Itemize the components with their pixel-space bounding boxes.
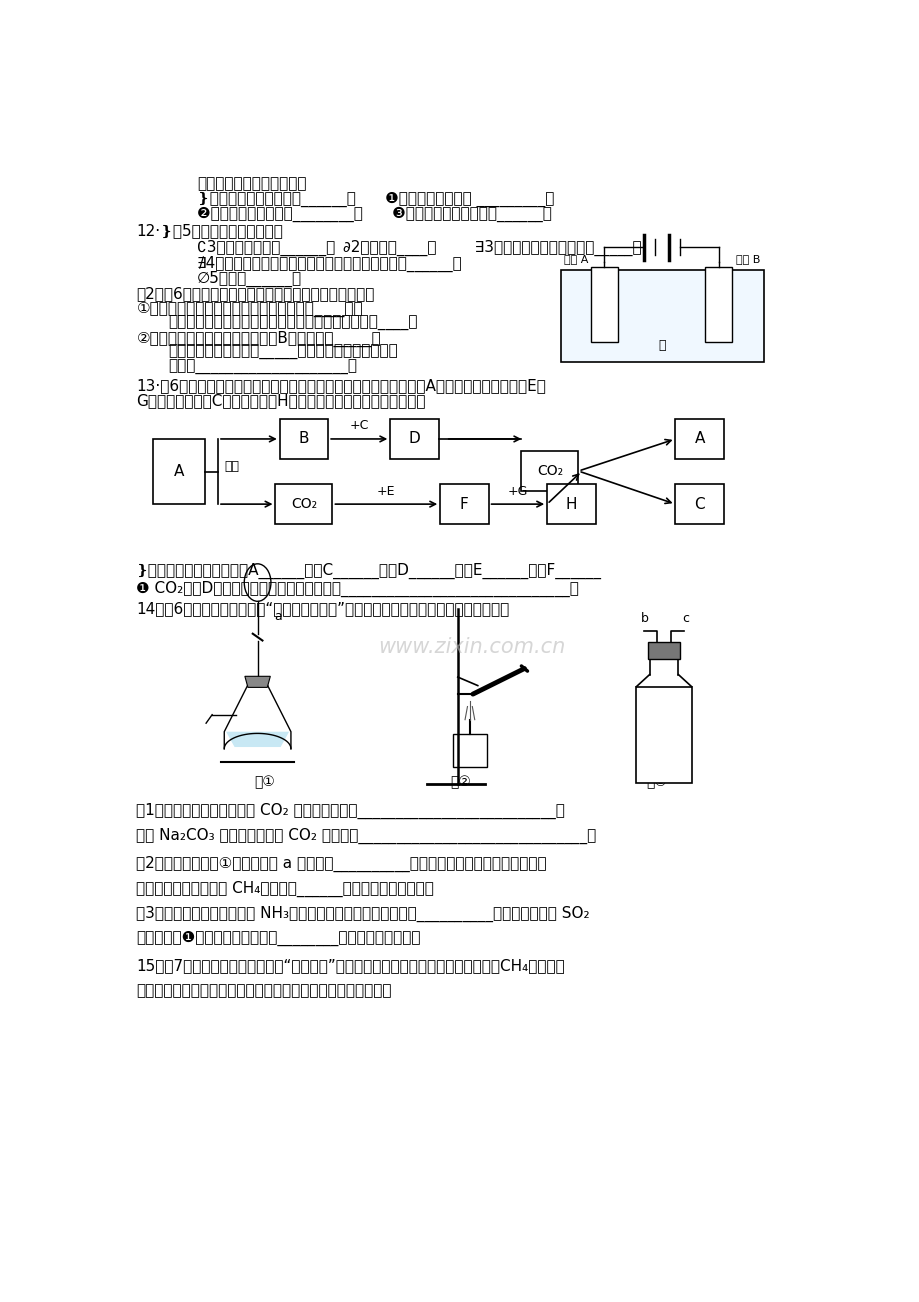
Text: F: F bbox=[460, 496, 469, 512]
Bar bbox=[521, 450, 578, 491]
Text: 试管 A: 试管 A bbox=[563, 254, 588, 264]
Text: ❵引起温室效应的气体是______；      ❶用作刻划玻璃的是 _________；: ❵引起温室效应的气体是______； ❶用作刻划玻璃的是 _________； bbox=[197, 191, 554, 207]
Bar bbox=[439, 484, 488, 525]
Bar bbox=[675, 419, 723, 460]
Bar bbox=[279, 419, 328, 460]
Text: ②电解水的装置如右图所示，试管B中的气体是_____，: ②电解水的装置如右图所示，试管B中的气体是_____， bbox=[136, 331, 380, 346]
Text: 试管 B: 试管 B bbox=[735, 254, 759, 264]
Text: ❶ CO₂通入D澄清溶液的化学反应方程式是：______________________________。: ❶ CO₂通入D澄清溶液的化学反应方程式是：__________________… bbox=[136, 581, 579, 596]
Text: 通过此实验证明水是由_____组成的，该反应的化学方: 通过此实验证明水是由_____组成的，该反应的化学方 bbox=[168, 345, 398, 359]
Text: CO₂: CO₂ bbox=[290, 497, 317, 512]
Text: 不用 Na₂CO₃ 与盐酸反应制取 CO₂ 的原因是______________________________。: 不用 Na₂CO₃ 与盐酸反应制取 CO₂ 的原因是______________… bbox=[136, 828, 596, 844]
Text: 程式是____________________。: 程式是____________________。 bbox=[168, 359, 357, 375]
Text: 时，常采用❶收集装置，气体应从________（填字母）端通入。: 时，常采用❶收集装置，气体应从________（填字母）端通入。 bbox=[136, 931, 420, 947]
Bar bbox=[647, 642, 680, 659]
Text: ∁3个二氧化碳分子______； ∂2个铜原子____；   ∃3碎酸馒中馒元素呈正二价_____。: ∁3个二氧化碳分子______； ∂2个铜原子____； ∃3碎酸馒中馒元素呈正… bbox=[197, 240, 641, 255]
Text: C: C bbox=[694, 496, 704, 512]
Polygon shape bbox=[244, 676, 270, 687]
Text: 化学兴趣小组的同学对甲烷燃烧的产物产生了兴趣，请你参与：: 化学兴趣小组的同学对甲烷燃烧的产物产生了兴趣，请你参与： bbox=[136, 983, 391, 999]
Text: c: c bbox=[681, 612, 688, 625]
Text: 高温: 高温 bbox=[224, 460, 240, 473]
Text: 生活中，既能降低水的硬度，又能杀菌消毒的方法是____。: 生活中，既能降低水的硬度，又能杀菌消毒的方法是____。 bbox=[168, 315, 417, 331]
Bar bbox=[390, 419, 438, 460]
Text: H: H bbox=[565, 496, 576, 512]
Bar bbox=[452, 734, 486, 767]
Bar bbox=[562, 307, 760, 358]
Text: G为黑色的粉末，C为无色液体，H为紫红色固体。（部分条件省略）: G为黑色的粉末，C为无色液体，H为紫红色固体。（部分条件省略） bbox=[136, 393, 425, 408]
Text: +E: +E bbox=[377, 484, 395, 497]
Text: A: A bbox=[694, 431, 704, 447]
Bar bbox=[547, 484, 595, 525]
Bar bbox=[636, 686, 691, 784]
Bar bbox=[153, 439, 205, 504]
Bar bbox=[590, 267, 617, 341]
Text: 图①: 图① bbox=[254, 775, 275, 789]
Text: 14．（6分）某学习小组围绕“气体实验室制取”进行了研讨。请你参与完成下面的问题。: 14．（6分）某学习小组围绕“气体实验室制取”进行了研讨。请你参与完成下面的问题… bbox=[136, 602, 509, 616]
Bar bbox=[705, 267, 732, 341]
Text: b: b bbox=[640, 612, 648, 625]
Text: 图③: 图③ bbox=[645, 775, 666, 789]
Polygon shape bbox=[226, 732, 289, 747]
Text: （2）（6分）水是生命之源，它与我们的生活密切相关。: （2）（6分）水是生命之源，它与我们的生活密切相关。 bbox=[136, 286, 374, 302]
Text: 12·❵（5分）用化学符号表示：: 12·❵（5分）用化学符号表示： bbox=[136, 224, 283, 238]
Text: www.zixin.com.cn: www.zixin.com.cn bbox=[378, 638, 564, 658]
Bar bbox=[675, 484, 723, 525]
Text: 写下列空白（填序号字母）: 写下列空白（填序号字母） bbox=[197, 176, 306, 191]
Bar bbox=[275, 484, 332, 525]
Text: （3）收集装置：实验室收集 NH₃（极易溶于水）应采用的方法是__________。收集有毒气体 SO₂: （3）收集装置：实验室收集 NH₃（极易溶于水）应采用的方法是_________… bbox=[136, 906, 589, 922]
Text: 水: 水 bbox=[658, 339, 665, 352]
Text: 13·（6分）下图中表示中学几种常见的物质在一定条件下可以转化，A是石灰石的主要成分，E、: 13·（6分）下图中表示中学几种常见的物质在一定条件下可以转化，A是石灰石的主要… bbox=[136, 378, 546, 393]
Text: ①净水器常用活性炭，主要是利用活性炭的____性。: ①净水器常用活性炭，主要是利用活性炭的____性。 bbox=[136, 302, 363, 316]
Text: ∄4地壳中含量最多的元素和金属元素形成的化合物______；: ∄4地壳中含量最多的元素和金属元素形成的化合物______； bbox=[197, 255, 462, 272]
Text: a: a bbox=[274, 611, 282, 624]
Text: （1）原理分析：实验室制取 CO₂ 的化学方程式为__________________________。: （1）原理分析：实验室制取 CO₂ 的化学方程式为_______________… bbox=[136, 803, 564, 819]
Text: 图②: 图② bbox=[449, 775, 471, 789]
Text: ❷天然气的主要成分是________；      ❸引起酸雨的主要气体是______；: ❷天然气的主要成分是________； ❸引起酸雨的主要气体是______； bbox=[197, 207, 551, 221]
Text: B: B bbox=[299, 431, 309, 447]
Bar bbox=[560, 270, 763, 362]
Text: 15．（7分）达州盛产天然气，有“中国气都”之称的美誉。天然气的主要成分是甲烷（CH₄），某校: 15．（7分）达州盛产天然气，有“中国气都”之称的美誉。天然气的主要成分是甲烷（… bbox=[136, 958, 564, 974]
Text: CO₂: CO₂ bbox=[537, 464, 562, 478]
Text: （2）发生装置：图①装置中仗器 a 的名称是__________。实验室常用无水醛酸馒固体与硨: （2）发生装置：图①装置中仗器 a 的名称是__________。实验室常用无水… bbox=[136, 855, 547, 872]
Text: +C: +C bbox=[349, 419, 369, 432]
Text: ∅5氯离子______；: ∅5氯离子______； bbox=[197, 271, 301, 286]
Text: D: D bbox=[408, 431, 420, 447]
Text: A: A bbox=[174, 464, 184, 479]
Text: 石灰在加热的情况下制 CH₄，应选图______（填序号）发生装置。: 石灰在加热的情况下制 CH₄，应选图______（填序号）发生装置。 bbox=[136, 881, 434, 897]
Text: +G: +G bbox=[507, 484, 528, 497]
Text: ❵写出下列物质的化学式：A______　　C______　　D______　　E______　　F______: ❵写出下列物质的化学式：A______ C______ D______ E___… bbox=[136, 564, 602, 579]
